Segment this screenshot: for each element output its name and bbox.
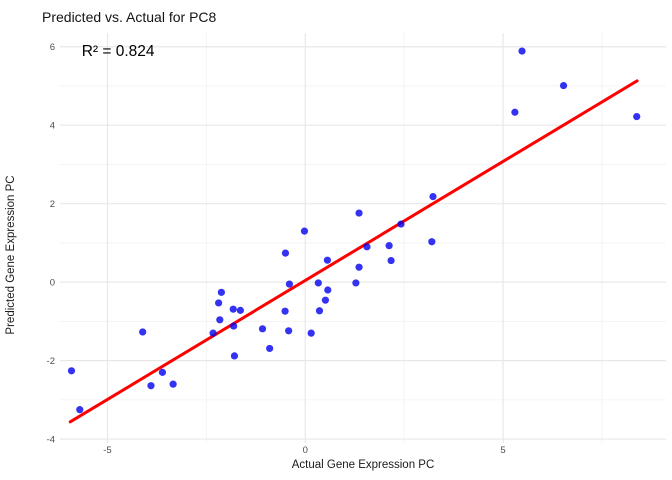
- data-point: [236, 306, 244, 314]
- data-point: [428, 238, 436, 246]
- gridlines-major: [60, 33, 666, 443]
- regression-line: [68, 79, 639, 424]
- r-squared-annotation: R² = 0.824: [82, 43, 155, 60]
- data-point: [230, 322, 238, 330]
- data-point: [387, 256, 395, 265]
- data-point: [559, 81, 568, 90]
- x-tick-label: 5: [500, 445, 505, 456]
- data-point: [229, 305, 237, 313]
- chart-title: Predicted vs. Actual for PC8: [42, 9, 217, 25]
- scatter-points-layer: [67, 47, 641, 414]
- data-point: [314, 279, 322, 287]
- data-point: [169, 380, 177, 388]
- data-point: [355, 209, 363, 217]
- data-point: [281, 307, 289, 315]
- data-point: [285, 327, 293, 335]
- data-point: [429, 193, 437, 201]
- y-axis-title: Predicted Gene Expression PC: [5, 175, 17, 334]
- data-point: [355, 263, 363, 271]
- data-point: [511, 108, 519, 116]
- data-point: [352, 279, 360, 287]
- data-point: [397, 220, 405, 228]
- data-point: [307, 329, 315, 337]
- data-point: [209, 329, 217, 337]
- data-point: [158, 368, 167, 376]
- data-point: [147, 382, 155, 390]
- y-tick-label: 2: [50, 199, 55, 210]
- x-tick-label: -5: [103, 445, 111, 456]
- data-point: [518, 47, 526, 55]
- data-point: [285, 280, 294, 288]
- data-point: [321, 296, 330, 304]
- data-point: [300, 227, 309, 235]
- x-axis-title: Actual Gene Expression PC: [292, 459, 435, 471]
- x-axis-tick-labels: -5 0 5: [103, 445, 505, 456]
- data-point: [216, 316, 224, 324]
- y-axis-tick-labels: -4 -2 0 2 4 6: [47, 42, 55, 445]
- data-point: [230, 352, 239, 360]
- regression-line-layer: [68, 79, 639, 424]
- data-point: [217, 288, 225, 296]
- y-tick-label: 4: [50, 121, 55, 132]
- data-point: [315, 307, 324, 315]
- data-point: [67, 367, 76, 375]
- data-point: [139, 328, 147, 336]
- y-tick-label: 0: [50, 278, 55, 289]
- y-tick-label: -4: [47, 435, 55, 446]
- x-tick-label: 0: [303, 445, 308, 456]
- data-point: [324, 286, 332, 294]
- data-point: [363, 243, 371, 251]
- y-tick-label: 6: [50, 42, 55, 53]
- data-point: [266, 344, 274, 353]
- data-point: [385, 242, 393, 250]
- data-point: [633, 112, 641, 121]
- data-point: [281, 249, 290, 257]
- y-tick-label: -2: [47, 356, 55, 367]
- data-point: [215, 299, 223, 307]
- data-point: [76, 406, 84, 414]
- data-point: [258, 325, 267, 333]
- data-point: [323, 256, 331, 264]
